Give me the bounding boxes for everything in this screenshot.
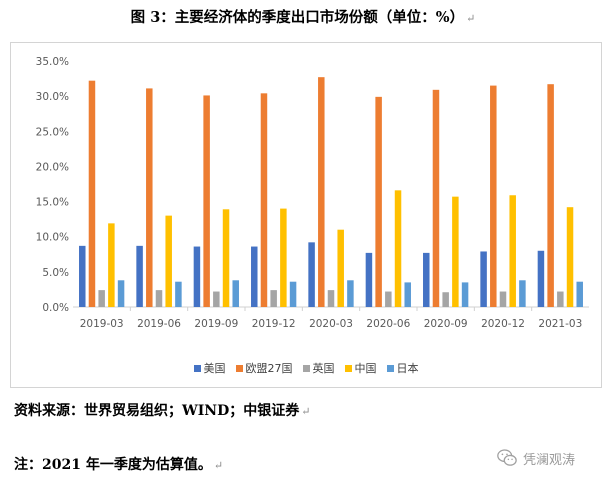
bar xyxy=(222,209,230,307)
bar xyxy=(509,195,516,307)
bar xyxy=(404,282,411,307)
watermark: 凭澜观涛 xyxy=(496,446,600,470)
watermark-text: 凭澜观涛 xyxy=(523,452,576,468)
bar xyxy=(537,250,545,307)
legend-swatch xyxy=(235,364,243,372)
bar xyxy=(461,282,469,307)
y-tick-label: 15.0% xyxy=(36,197,69,209)
legend-item: 美国 xyxy=(193,360,226,376)
x-tick-label: 2019-03 xyxy=(80,318,124,330)
bar xyxy=(423,252,430,307)
bar xyxy=(442,292,449,307)
legend-label: 美国 xyxy=(203,362,226,375)
bar xyxy=(270,290,277,307)
bar-chart: 0.0% 5.0% 10.0% 15.0% 20.0% 25.0% 30.0% 35.0% 20… xyxy=(36,56,589,330)
x-tick-label: 2020-09 xyxy=(424,318,468,330)
source-text: 资料来源：世界贸易组织；WIND；中银证券 xyxy=(14,403,300,419)
bar xyxy=(566,207,574,307)
bar xyxy=(337,229,344,307)
bar xyxy=(289,281,297,307)
wechat-icon xyxy=(497,449,517,466)
bar xyxy=(193,246,201,307)
bar xyxy=(557,291,564,307)
x-tick-label: 2019-09 xyxy=(194,318,238,330)
bar xyxy=(213,291,220,307)
bar xyxy=(146,88,153,307)
bar xyxy=(88,80,96,308)
legend-label: 英国 xyxy=(312,362,335,375)
y-tick-label: 25.0% xyxy=(36,126,69,138)
y-tick-label: 20.0% xyxy=(36,161,69,173)
bar xyxy=(98,290,105,307)
y-tick-label: 0.0% xyxy=(42,302,69,314)
x-tick-label: 2020-03 xyxy=(309,318,353,330)
bar xyxy=(394,190,402,307)
legend-swatch xyxy=(344,364,352,372)
legend-item: 欧盟27国 xyxy=(235,360,293,376)
bar xyxy=(452,196,459,307)
bar xyxy=(480,251,487,307)
y-tick-label: 30.0% xyxy=(36,91,69,103)
paragraph-mark-icon: ↵ xyxy=(301,405,311,418)
bar xyxy=(547,84,554,307)
y-tick-label: 35.0% xyxy=(36,56,69,68)
bar xyxy=(203,95,210,307)
legend-item: 中国 xyxy=(344,360,377,376)
bar xyxy=(117,280,125,307)
bar xyxy=(232,280,239,307)
bar xyxy=(260,93,268,307)
legend-swatch xyxy=(193,364,201,372)
bar xyxy=(308,242,315,307)
x-tick-label: 2019-06 xyxy=(137,318,181,330)
bar xyxy=(490,85,497,307)
bar xyxy=(251,246,258,307)
bar xyxy=(108,223,115,307)
chart-legend: 美国 欧盟27国 英国 中国 日本 xyxy=(11,359,601,377)
legend-swatch xyxy=(386,364,394,372)
page-title: 图 3：主要经济体的季度出口市场份额（单位：%） ↵ xyxy=(0,6,606,30)
chart-frame: 0.0% 5.0% 10.0% 15.0% 20.0% 25.0% 30.0% 35.0% 20… xyxy=(10,42,602,388)
bar xyxy=(499,291,507,307)
bar xyxy=(155,290,163,307)
bar xyxy=(175,281,182,307)
legend-label: 中国 xyxy=(354,362,377,375)
bar xyxy=(79,245,86,307)
x-tick-label: 2021-03 xyxy=(538,318,582,330)
bar xyxy=(375,96,382,307)
legend-item: 日本 xyxy=(386,360,419,376)
legend-label: 日本 xyxy=(396,362,419,375)
x-tick-label: 2019-12 xyxy=(252,318,296,330)
legend-label: 欧盟27国 xyxy=(245,362,293,375)
x-tick-label: 2020-06 xyxy=(366,318,410,330)
bar xyxy=(165,215,172,307)
note-text: 注：2021 年一季度为估算值。 xyxy=(14,457,212,473)
bar xyxy=(347,280,354,307)
bar xyxy=(365,252,373,307)
paragraph-mark-icon: ↵ xyxy=(466,12,476,25)
x-tick-label: 2020-12 xyxy=(481,318,525,330)
y-tick-label: 5.0% xyxy=(42,267,69,279)
bar xyxy=(576,281,583,307)
bar xyxy=(519,280,526,307)
source-line: 资料来源：世界贸易组织；WIND；中银证券 ↵ xyxy=(14,400,310,420)
legend-item: 英国 xyxy=(302,360,335,376)
legend-swatch xyxy=(302,364,310,372)
note-line: 注：2021 年一季度为估算值。 ↵ xyxy=(14,454,223,474)
y-tick-label: 10.0% xyxy=(36,232,69,244)
bar xyxy=(432,89,440,307)
bar xyxy=(280,208,287,307)
bar xyxy=(385,291,392,307)
bar xyxy=(327,290,335,307)
bar xyxy=(136,245,143,307)
page-title-text: 图 3：主要经济体的季度出口市场份额（单位：%） xyxy=(130,9,465,26)
bar xyxy=(318,77,325,307)
paragraph-mark-icon: ↵ xyxy=(213,459,224,472)
